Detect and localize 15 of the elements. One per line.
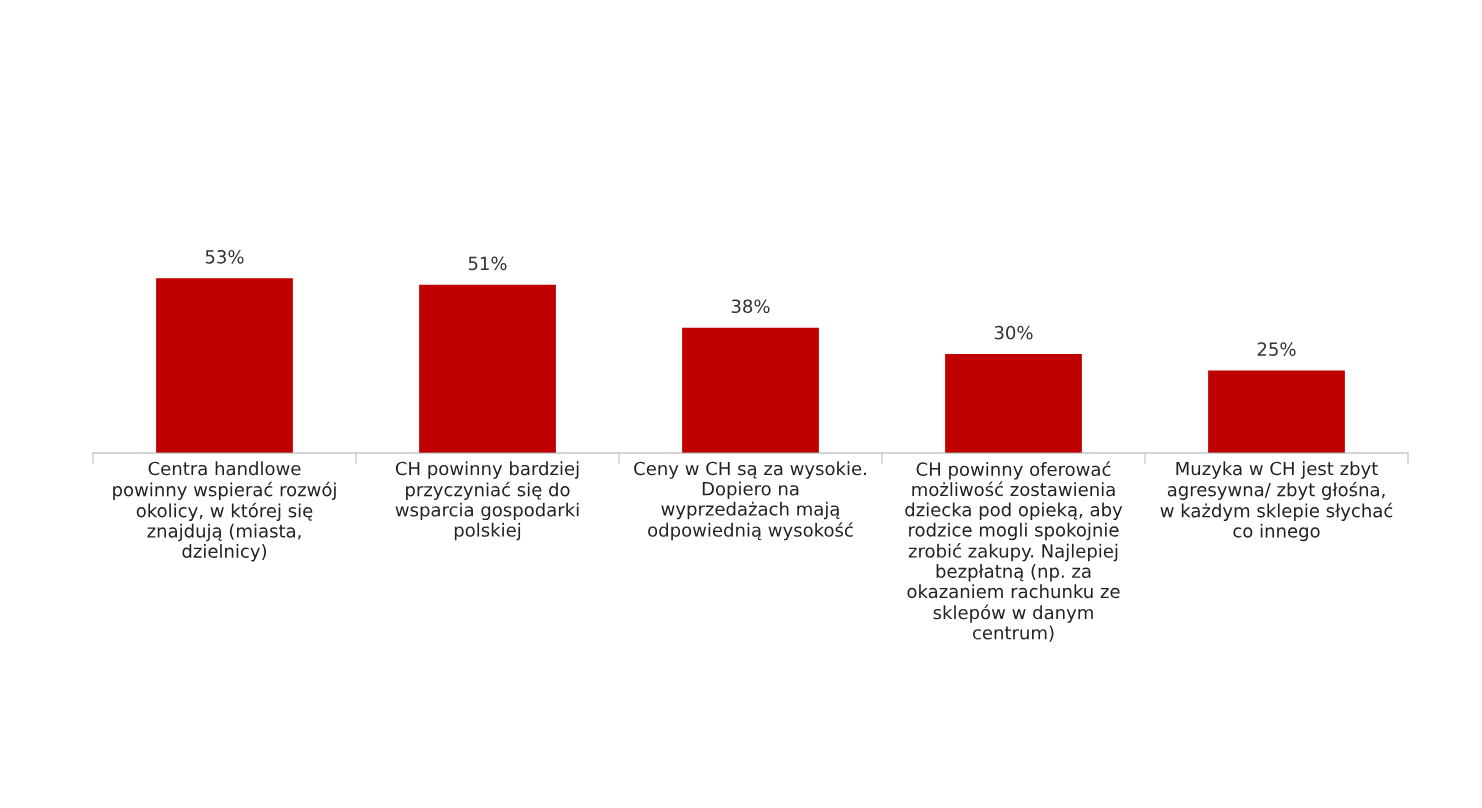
x-tick-label: Muzyka w CH jest zbyt agresywna/ zbyt głośna, w każdym sklepie słychać co innego <box>1160 461 1393 542</box>
bar <box>156 278 293 453</box>
data-label: 25% <box>1257 342 1296 356</box>
data-label: 51% <box>468 256 507 271</box>
x-tick-label: CH powinny bardziej przyczyniać się do wsparcia gospodarki polskiej <box>395 461 579 541</box>
bar <box>682 327 819 453</box>
bar <box>1208 370 1345 453</box>
x-tick-label: Ceny w CH są za wysokie. Dopiero na wyprzedażach mają odpowiednią wysokość <box>634 461 866 541</box>
x-tick-label: Centra handlowe powinny wspierać rozwój okolicy, w której się znajdują (miasta, dzielnicy) <box>113 461 336 562</box>
data-label: 38% <box>731 299 770 314</box>
bar <box>945 354 1082 453</box>
category-label: CH powinny oferować możliwość zostawienia dziecka pod opieką, aby rodzice mogli spokojnie zrobić zakupy. Najlepiej bezpłatną (np. za okazaniem rachunku ze sklepów w danym centrum) <box>905 461 1123 642</box>
data-label: 30% <box>994 325 1033 340</box>
data-label: 53% <box>205 249 244 264</box>
bar <box>419 284 556 453</box>
